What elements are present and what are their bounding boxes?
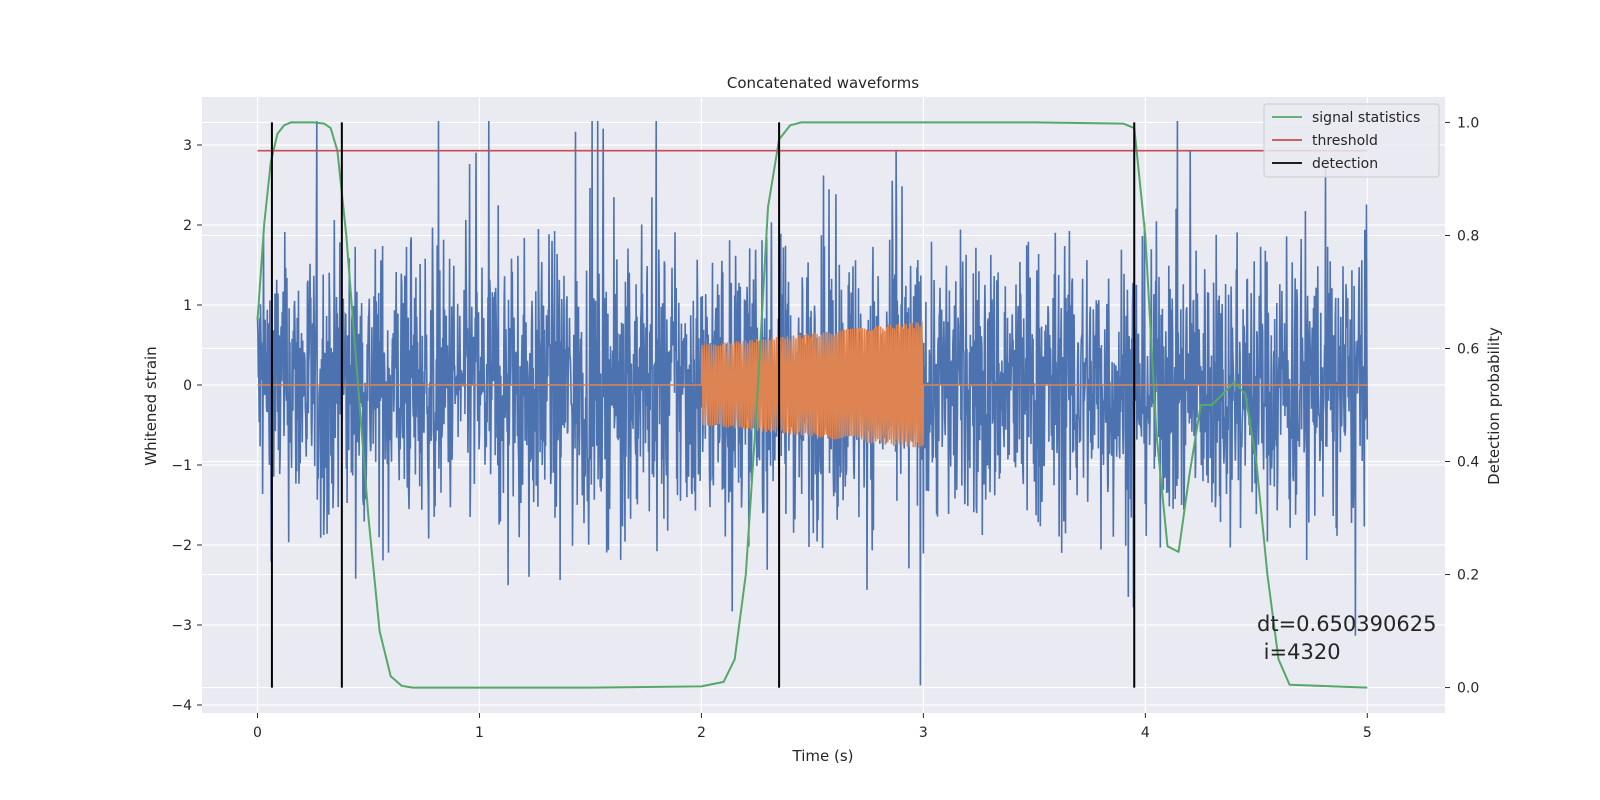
y-tick-label-3: −1	[171, 458, 192, 474]
signal-statistics-line	[256, 121, 1368, 689]
x-tick-label-0: 0	[253, 725, 262, 741]
x-tick-label-5: 5	[1363, 725, 1372, 741]
y-axis-label: Whitened strain	[142, 346, 160, 465]
waveform-series	[257, 321, 1368, 449]
annotation-line-dt: dt=0.650390625	[1257, 612, 1436, 636]
y-tick-label-7: 3	[183, 138, 192, 154]
x-axis-label: Time (s)	[792, 747, 854, 765]
y-tick-label-0: −4	[171, 698, 192, 714]
y2-tick-label-2: 0.4	[1457, 455, 1479, 471]
waveform-line	[257, 321, 1368, 449]
y2-tick-label-5: 1.0	[1457, 115, 1479, 131]
y-tick-label-5: 1	[183, 298, 192, 314]
y2-tick-label-3: 0.6	[1457, 341, 1479, 357]
legend-label-detection: detection	[1312, 156, 1378, 172]
legend: signal statistics threshold detection	[1263, 103, 1440, 178]
y-tick-label-1: −3	[171, 618, 192, 634]
x-tick-label-2: 2	[697, 725, 706, 741]
annotation-line-i: i=4320	[1257, 640, 1341, 664]
chart-title: Concatenated waveforms	[727, 74, 919, 92]
y-tick-label-4: 0	[183, 378, 192, 394]
y2-axis-label: Detection probability	[1485, 327, 1503, 485]
axis-ticks: 0 1 2 3 4 5 −4 −3 −2 −1 0 1 2 3 0.0 0.2 0.4 0.6 0.8 1.0	[171, 115, 1479, 741]
y2-tick-label-4: 0.8	[1457, 228, 1479, 244]
x-tick-label-4: 4	[1141, 725, 1150, 741]
probability-series	[256, 121, 1368, 689]
legend-label-signal-statistics: signal statistics	[1312, 110, 1420, 126]
legend-label-threshold: threshold	[1312, 133, 1378, 149]
x-tick-label-1: 1	[475, 725, 484, 741]
x-tick-label-3: 3	[919, 725, 928, 741]
y-tick-label-6: 2	[183, 218, 192, 234]
annotation: dt=0.650390625 i=4320	[1257, 612, 1436, 664]
y-tick-label-2: −2	[171, 538, 192, 554]
legend-box	[1263, 103, 1440, 178]
y2-tick-label-0: 0.0	[1457, 681, 1479, 697]
y2-tick-label-1: 0.2	[1457, 568, 1479, 584]
